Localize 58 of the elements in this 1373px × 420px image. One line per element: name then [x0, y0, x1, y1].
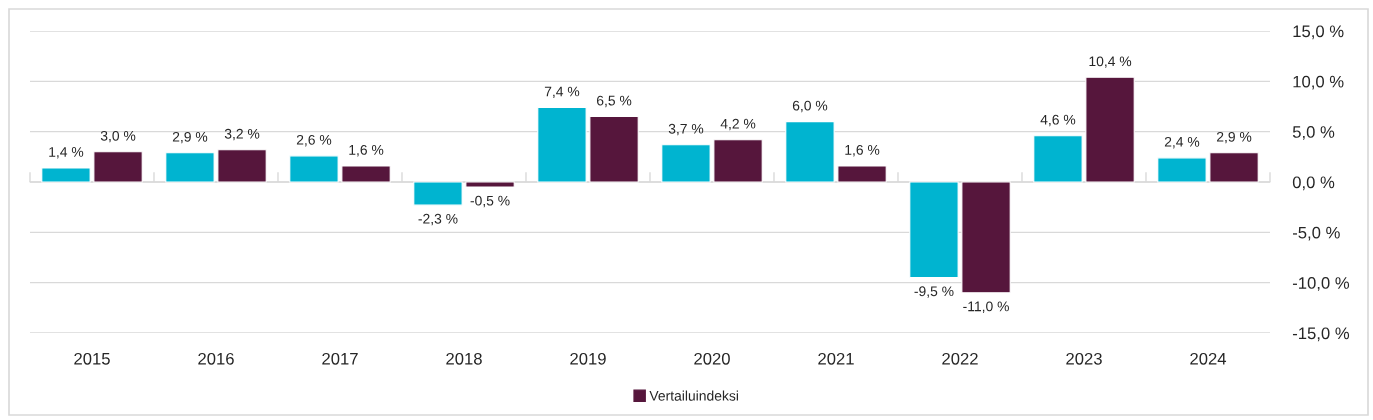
data-label: 1,6 % [845, 144, 880, 157]
data-label: -2,3 % [418, 213, 458, 226]
bar [1157, 157, 1207, 183]
data-label: 1,6 % [349, 144, 384, 157]
data-label: 3,0 % [100, 130, 136, 143]
data-label: 1,4 % [49, 147, 84, 159]
y-tick-label: 5,0 % [1292, 126, 1335, 140]
data-label: 3,7 % [668, 123, 704, 136]
y-tick-label: -10,0 % [1292, 277, 1350, 291]
data-label: 4,6 % [1040, 114, 1076, 127]
bar [909, 181, 959, 279]
bar [661, 144, 711, 183]
bar [1033, 135, 1083, 183]
x-tick-label: 2016 [198, 352, 234, 365]
bar [1209, 152, 1259, 183]
bar [713, 139, 763, 183]
y-tick-label: -15,0 % [1292, 327, 1350, 342]
data-label: -9,5 % [914, 286, 954, 298]
y-tick-label: -5,0 % [1292, 226, 1340, 241]
bar [589, 116, 639, 183]
data-label: 10,4 % [1089, 56, 1132, 68]
x-tick-label: 2018 [446, 352, 482, 365]
data-label: 4,2 % [720, 118, 756, 131]
data-label: 3,2 % [224, 128, 260, 141]
bar [961, 181, 1011, 294]
bar [165, 152, 215, 183]
bar [785, 121, 835, 183]
bar [465, 181, 515, 188]
x-tick-label: 2017 [322, 352, 358, 365]
bar [413, 181, 463, 206]
bar [41, 167, 91, 183]
data-label: 2,9 % [1216, 131, 1252, 144]
bar [341, 165, 391, 183]
bar [289, 155, 339, 183]
data-label: 6,0 % [792, 100, 828, 113]
x-tick-label: 2015 [74, 352, 110, 365]
data-label: 2,9 % [172, 131, 208, 144]
bar [1085, 76, 1135, 183]
data-label: 2,6 % [296, 134, 332, 147]
x-tick-label: 2024 [1190, 352, 1227, 365]
bar [537, 106, 587, 183]
data-label: 6,5 % [596, 95, 632, 108]
data-label: -11,0 % [963, 301, 1009, 313]
bar [93, 151, 143, 183]
y-tick-label: 15,0 % [1293, 25, 1344, 40]
x-tick-label: 2020 [694, 352, 730, 365]
legend-label: Vertailuindeksi [649, 390, 738, 401]
data-label: 7,4 % [544, 86, 580, 99]
y-tick-label: 10,0 % [1293, 75, 1344, 90]
bar [837, 165, 887, 183]
data-label: 2,4 % [1164, 136, 1200, 149]
x-tick-label: 2023 [1066, 352, 1102, 365]
x-tick-label: 2021 [818, 352, 854, 365]
x-tick-label: 2022 [942, 352, 978, 365]
bar [217, 149, 267, 183]
x-tick-label: 2019 [570, 352, 606, 365]
y-tick-label: 0,0 % [1292, 176, 1335, 191]
data-label: -0,5 % [470, 195, 510, 208]
